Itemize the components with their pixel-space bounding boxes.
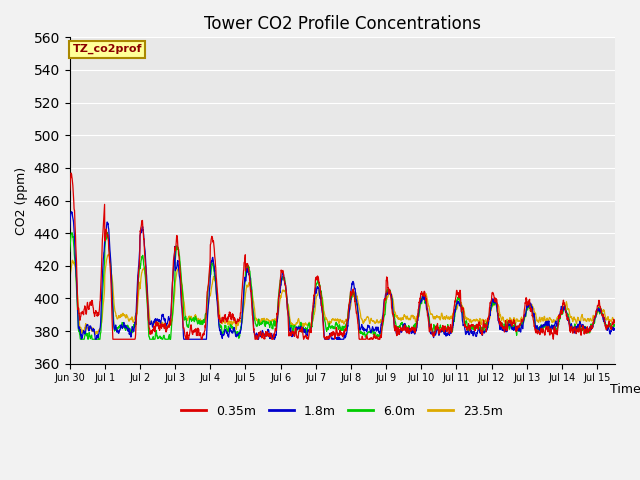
X-axis label: Time: Time <box>610 384 640 396</box>
Text: TZ_co2prof: TZ_co2prof <box>72 44 142 54</box>
Title: Tower CO2 Profile Concentrations: Tower CO2 Profile Concentrations <box>204 15 481 33</box>
Y-axis label: CO2 (ppm): CO2 (ppm) <box>15 167 28 235</box>
Legend: 0.35m, 1.8m, 6.0m, 23.5m: 0.35m, 1.8m, 6.0m, 23.5m <box>177 400 508 423</box>
